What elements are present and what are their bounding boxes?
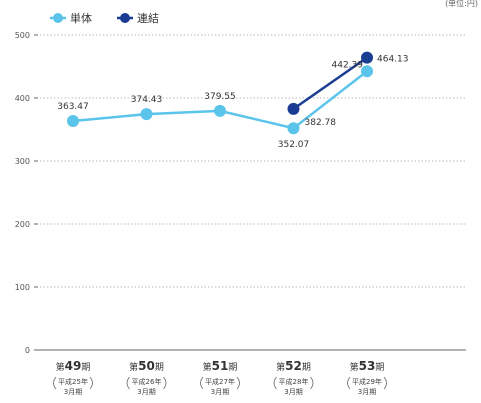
legend-label: 連結	[137, 11, 159, 25]
category-number: 53	[359, 359, 376, 373]
value-labels: 363.47 374.43 379.55 352.07 442.39 382.78 464.…	[57, 55, 408, 151]
series-points	[67, 51, 373, 135]
y-tick-label: 200	[15, 220, 30, 229]
category-era: 平成25年	[58, 377, 88, 386]
x-category-label: 第50期	[129, 359, 164, 373]
category-month: 3月期	[137, 388, 155, 396]
data-point	[361, 65, 373, 78]
category-suffix: 期	[228, 362, 237, 373]
category-prefix: 第	[129, 361, 138, 373]
series-line	[292, 56, 368, 110]
paren-left	[200, 376, 204, 390]
paren-right	[236, 376, 240, 390]
paren-right	[163, 376, 167, 390]
units-label: (単位:円)	[445, 0, 478, 8]
gridlines	[40, 34, 466, 288]
category-suffix: 期	[155, 362, 164, 373]
paren-left	[273, 376, 277, 390]
y-tick-label: 300	[15, 157, 30, 166]
y-tick-label: 0	[25, 346, 30, 355]
x-category-label: 第53期	[350, 359, 385, 373]
x-category-label: 第52期	[276, 359, 311, 373]
category-prefix: 第	[56, 361, 65, 373]
paren-right	[310, 376, 314, 390]
data-point	[67, 115, 79, 128]
category-prefix: 第	[203, 361, 212, 373]
y-tick-label: 400	[15, 94, 30, 103]
legend-label: 単体	[70, 11, 92, 25]
category-number: 51	[212, 359, 229, 373]
y-tick-label: 500	[15, 31, 30, 40]
data-point	[287, 122, 300, 135]
category-month: 3月期	[358, 388, 376, 396]
paren-left	[126, 376, 130, 390]
x-axis-categories: 第49期平成25年3月期第50期平成26年3月期第51期平成27年3月期第52期…	[53, 359, 387, 396]
data-label: 352.07	[278, 140, 310, 150]
y-axis-ticks: 0 100 200 300 400 500	[15, 31, 38, 355]
data-point	[361, 51, 373, 64]
category-suffix: 期	[375, 362, 384, 373]
category-era: 平成27年	[205, 377, 235, 386]
data-label: 379.55	[204, 92, 236, 102]
x-category-label: 第51期	[203, 359, 238, 373]
paren-left	[347, 376, 351, 390]
data-point	[287, 102, 300, 115]
category-number: 49	[65, 359, 82, 373]
y-tick-label: 100	[15, 283, 30, 292]
data-point	[140, 108, 153, 121]
paren-left	[53, 376, 57, 390]
category-prefix: 第	[350, 361, 359, 373]
category-number: 52	[285, 359, 302, 373]
paren-right	[89, 376, 93, 390]
data-point	[214, 104, 226, 117]
data-label: 442.39	[332, 60, 364, 70]
category-number: 50	[138, 359, 155, 373]
category-era: 平成26年	[132, 377, 162, 386]
paren-right	[383, 376, 387, 390]
x-category-label: 第49期	[56, 359, 91, 373]
category-month: 3月期	[64, 388, 82, 396]
legend: 単体 連結	[50, 11, 159, 25]
legend-swatch-marker	[53, 13, 63, 23]
category-era: 平成28年	[279, 377, 309, 386]
category-era: 平成29年	[352, 377, 382, 386]
category-month: 3月期	[211, 388, 229, 396]
category-suffix: 期	[302, 362, 311, 373]
legend-swatch-marker	[120, 13, 130, 23]
category-suffix: 期	[81, 362, 90, 373]
data-label: 382.78	[305, 118, 337, 128]
category-prefix: 第	[276, 361, 285, 373]
data-label: 363.47	[57, 102, 89, 112]
data-label: 374.43	[131, 95, 163, 105]
data-label: 464.13	[377, 55, 409, 65]
category-month: 3月期	[284, 388, 302, 396]
